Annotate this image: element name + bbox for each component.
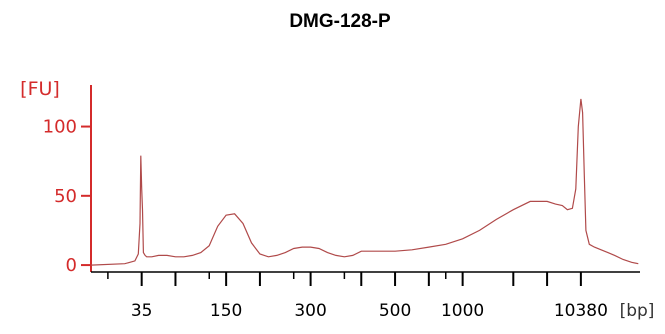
series-line bbox=[90, 98, 639, 266]
x-tick-label: 10380 bbox=[554, 301, 608, 321]
x-axis-unit: [bp] bbox=[620, 301, 655, 321]
x-tick-label: 300 bbox=[294, 301, 326, 321]
x-ticks: 35 150 300 500 1000 10380 bbox=[107, 272, 608, 321]
y-tick-label: 50 bbox=[54, 186, 77, 207]
chart-title: DMG-128-P bbox=[289, 11, 391, 32]
y-tick-label: 100 bbox=[43, 117, 77, 138]
y-tick-label: 0 bbox=[66, 255, 77, 276]
x-tick-label: 1000 bbox=[441, 301, 484, 321]
x-tick-label: 500 bbox=[379, 301, 411, 321]
x-tick-label: 150 bbox=[210, 301, 242, 321]
y-axis-label: [FU] bbox=[20, 78, 60, 100]
y-ticks: 0 50 100 bbox=[43, 117, 91, 276]
x-tick-label: 35 bbox=[131, 301, 153, 321]
